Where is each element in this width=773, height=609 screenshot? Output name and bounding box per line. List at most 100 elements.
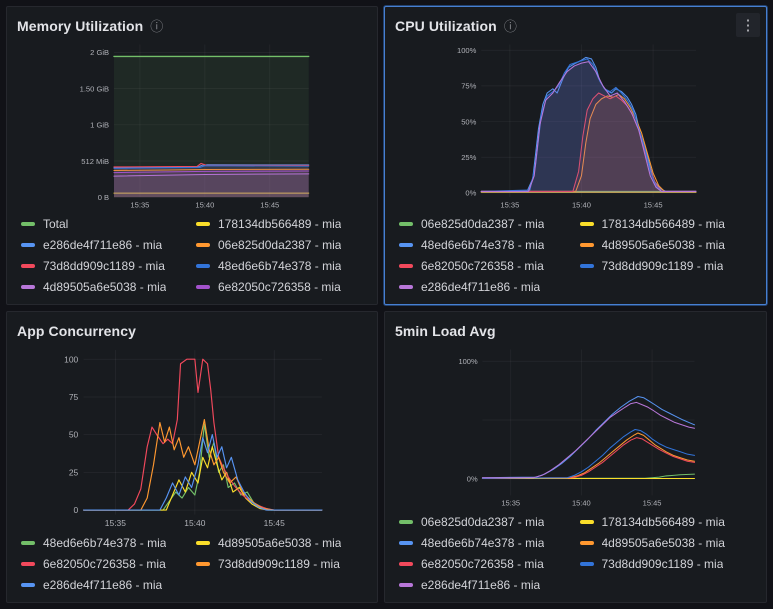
legend-item[interactable]: e286de4f711e86 - mia [21, 578, 188, 592]
legend-item[interactable]: 6e82050c726358 - mia [196, 280, 363, 294]
series-color-swatch [579, 222, 594, 226]
series-label: 6e82050c726358 - mia [421, 259, 544, 273]
legend-item[interactable]: 178134db566489 - mia [579, 217, 753, 231]
memory-utilization-chart[interactable]: 15:35 15:40 15:45 0 B 512 MiB 1 GiB 1.50 GiB 2 … [17, 39, 367, 211]
legend-item[interactable]: 48ed6e6b74e378 - mia [196, 259, 363, 273]
legend-item[interactable]: 4d89505a6e5038 - mia [579, 536, 753, 550]
panel-title[interactable]: Memory Utilization [17, 18, 144, 34]
series-color-swatch [579, 520, 594, 524]
legend-item[interactable]: 06e825d0da2387 - mia [399, 217, 572, 231]
legend-item[interactable]: 4d89505a6e5038 - mia [21, 280, 188, 294]
legend-item[interactable]: 06e825d0da2387 - mia [399, 515, 572, 529]
series-color-swatch [399, 562, 413, 566]
svg-text:50: 50 [69, 430, 79, 440]
panel-title[interactable]: 5min Load Avg [395, 323, 496, 339]
series-label: Total [43, 217, 69, 231]
panel-header[interactable]: App Concurrency [17, 318, 367, 344]
cpu-utilization-plot[interactable]: 15:35 15:40 15:45 0% 25% 50% 75% 100% [395, 39, 756, 211]
series-color-swatch [21, 541, 35, 545]
svg-text:15:40: 15:40 [572, 201, 591, 210]
series-color-swatch [399, 541, 413, 545]
series-label: 06e825d0da2387 - mia [421, 217, 545, 231]
panel-title[interactable]: App Concurrency [17, 323, 136, 339]
panel-title[interactable]: CPU Utilization [395, 18, 497, 34]
series-label: 48ed6e6b74e378 - mia [218, 259, 342, 273]
svg-text:1.50 GiB: 1.50 GiB [80, 84, 110, 93]
series-label: 48ed6e6b74e378 - mia [421, 238, 545, 252]
panel-header[interactable]: Memory Utilization ⓘ [17, 13, 367, 39]
legend-item[interactable]: 73d8dd909c1189 - mia [21, 259, 188, 273]
series-label: 4d89505a6e5038 - mia [43, 280, 167, 294]
series-label: 178134db566489 - mia [601, 515, 725, 529]
svg-text:15:45: 15:45 [644, 201, 663, 210]
series-color-swatch [579, 243, 594, 247]
series-color-swatch [196, 243, 210, 247]
panel-header[interactable]: 5min Load Avg [395, 318, 756, 344]
svg-text:15:45: 15:45 [260, 201, 279, 210]
series-color-swatch [579, 541, 594, 545]
panel-memory-utilization: Memory Utilization ⓘ 15:35 15:40 15:45 0 B 5… [6, 6, 378, 305]
info-icon[interactable]: ⓘ [503, 19, 517, 34]
svg-text:2 GiB: 2 GiB [90, 48, 109, 57]
series-color-swatch [579, 264, 594, 268]
series-label: 73d8dd909c1189 - mia [218, 557, 340, 571]
memory-utilization-plot[interactable]: 15:35 15:40 15:45 0 B 512 MiB 1 GiB 1.50 GiB 2 … [17, 39, 367, 211]
legend-item[interactable]: 48ed6e6b74e378 - mia [399, 238, 572, 252]
legend-item[interactable]: 48ed6e6b74e378 - mia [399, 536, 572, 550]
panel-header[interactable]: CPU Utilization ⓘ [395, 13, 756, 39]
svg-text:15:45: 15:45 [264, 518, 285, 528]
legend-item[interactable]: 06e825d0da2387 - mia [196, 238, 363, 252]
series-label: 73d8dd909c1189 - mia [601, 557, 724, 571]
legend-item[interactable]: e286de4f711e86 - mia [399, 280, 572, 294]
legend-item[interactable]: 4d89505a6e5038 - mia [196, 536, 363, 550]
series-label: 4d89505a6e5038 - mia [601, 238, 725, 252]
svg-text:15:45: 15:45 [643, 499, 662, 508]
svg-text:75%: 75% [461, 82, 476, 91]
series-color-swatch [196, 222, 210, 226]
series-label: 48ed6e6b74e378 - mia [43, 536, 167, 550]
series-color-swatch [21, 222, 35, 226]
panel-cpu-utilization: CPU Utilization ⓘ ⋮ 15:35 15:40 15:45 0% 25%… [384, 6, 767, 305]
svg-text:15:35: 15:35 [501, 499, 520, 508]
legend-item[interactable]: e286de4f711e86 - mia [21, 238, 188, 252]
legend-item[interactable]: 73d8dd909c1189 - mia [196, 557, 363, 571]
load-avg-chart[interactable]: 15:35 15:40 15:45 0% 100% [395, 344, 756, 509]
legend-item[interactable]: 178134db566489 - mia [196, 217, 363, 231]
legend-item[interactable]: 73d8dd909c1189 - mia [579, 557, 753, 571]
svg-text:15:35: 15:35 [500, 201, 519, 210]
app-concurrency-chart[interactable]: 15:35 15:40 15:45 0 25 50 75 100 [17, 344, 367, 530]
series-color-swatch [399, 285, 413, 289]
svg-text:75: 75 [69, 392, 79, 402]
svg-text:100: 100 [64, 354, 78, 364]
series-label: e286de4f711e86 - mia [43, 578, 163, 592]
series-color-swatch [196, 264, 210, 268]
cpu-utilization-chart[interactable]: 15:35 15:40 15:45 0% 25% 50% 75% 100% [395, 39, 756, 211]
series-label: 178134db566489 - mia [218, 217, 342, 231]
load-avg-legend: 06e825d0da2387 - mia 178134db566489 - mia… [395, 509, 756, 594]
app-concurrency-legend: 48ed6e6b74e378 - mia 4d89505a6e5038 - mia… [17, 530, 367, 594]
app-concurrency-plot[interactable]: 15:35 15:40 15:45 0 25 50 75 100 [17, 344, 367, 530]
legend-item[interactable]: e286de4f711e86 - mia [399, 578, 572, 592]
panel-menu-button[interactable]: ⋮ [736, 13, 760, 37]
series-color-swatch [399, 520, 413, 524]
svg-text:0%: 0% [467, 475, 478, 484]
legend-item[interactable]: 6e82050c726358 - mia [399, 557, 572, 571]
series-label: 73d8dd909c1189 - mia [43, 259, 165, 273]
series-color-swatch [399, 264, 413, 268]
load-avg-plot[interactable]: 15:35 15:40 15:45 0% 100% [395, 344, 756, 509]
legend-item[interactable]: Total [21, 217, 188, 231]
legend-item[interactable]: 6e82050c726358 - mia [21, 557, 188, 571]
svg-text:0: 0 [74, 505, 79, 515]
legend-item[interactable]: 6e82050c726358 - mia [399, 259, 572, 273]
series-color-swatch [21, 264, 35, 268]
series-color-swatch [196, 562, 210, 566]
info-icon[interactable]: ⓘ [150, 19, 164, 34]
series-color-swatch [21, 243, 35, 247]
legend-item[interactable]: 48ed6e6b74e378 - mia [21, 536, 188, 550]
legend-item[interactable]: 73d8dd909c1189 - mia [579, 259, 753, 273]
svg-text:15:40: 15:40 [195, 201, 214, 210]
legend-item[interactable]: 178134db566489 - mia [579, 515, 753, 529]
legend-item[interactable]: 4d89505a6e5038 - mia [579, 238, 753, 252]
series-label: 06e825d0da2387 - mia [218, 238, 342, 252]
series-color-swatch [579, 562, 594, 566]
